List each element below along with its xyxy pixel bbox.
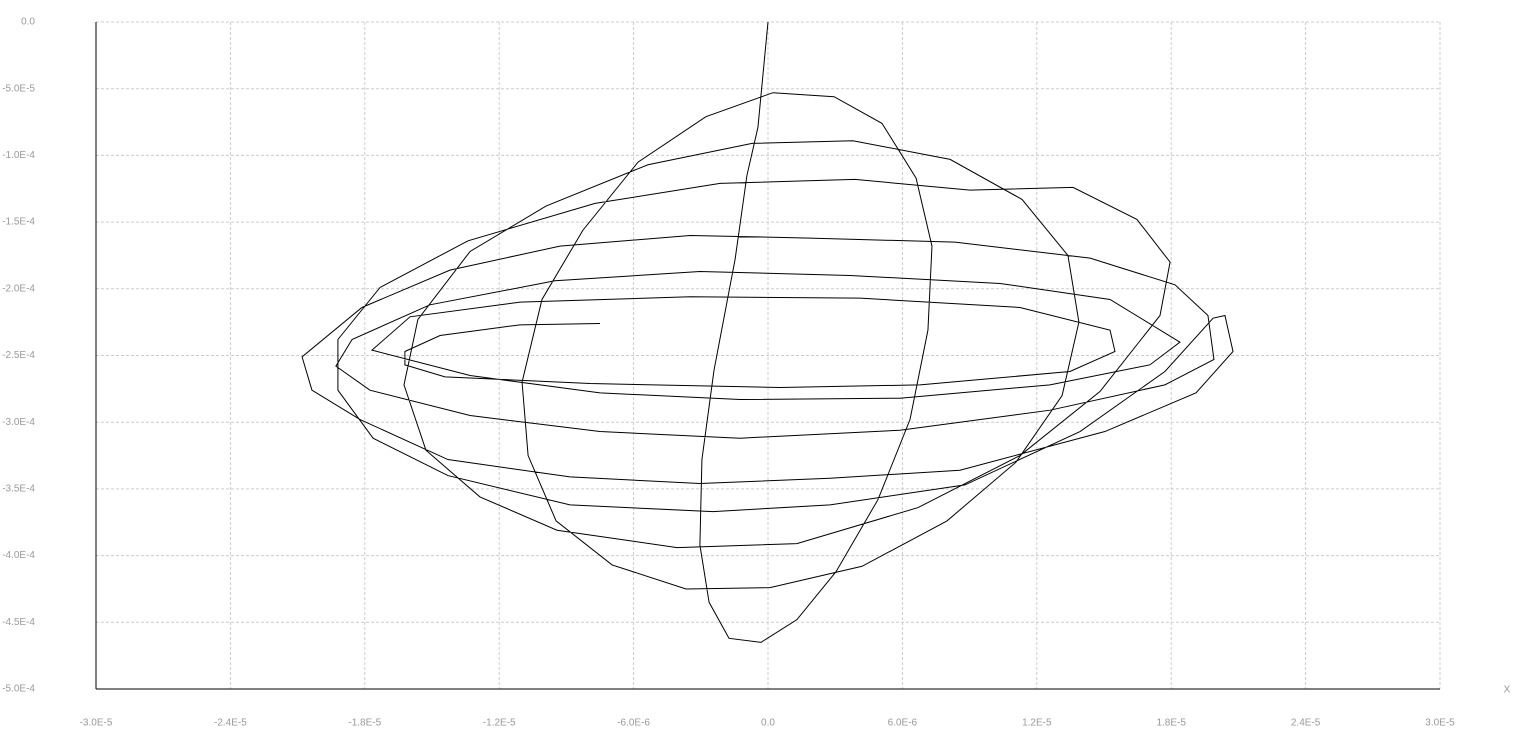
x-tick-label: 3.0E-5 <box>1425 718 1455 729</box>
y-tick-label: -3.0E-4 <box>2 417 35 428</box>
x-tick-label: -1.8E-5 <box>348 718 381 729</box>
y-tick-label: -1.5E-4 <box>2 217 35 228</box>
y-tick-label: -2.5E-4 <box>2 350 35 361</box>
y-tick-label: -5.0E-5 <box>2 83 35 94</box>
x-tick-label: -2.4E-5 <box>214 718 247 729</box>
x-tick-label: -1.2E-5 <box>483 718 516 729</box>
y-tick-label: -2.0E-4 <box>2 283 35 294</box>
x-tick-label: 1.2E-5 <box>1022 718 1052 729</box>
x-tick-label: 2.4E-5 <box>1291 718 1321 729</box>
x-tick-label: 6.0E-6 <box>888 718 918 729</box>
y-tick-label: -5.0E-4 <box>2 684 35 695</box>
y-tick-label: -3.5E-4 <box>2 484 35 495</box>
y-tick-label: 0.0 <box>21 17 35 28</box>
y-tick-label: -4.0E-4 <box>2 550 35 561</box>
x-tick-label: 1.8E-5 <box>1156 718 1186 729</box>
x-axis-label: X <box>1504 685 1511 696</box>
x-tick-label: -6.0E-6 <box>617 718 650 729</box>
x-tick-label: 0.0 <box>761 718 775 729</box>
y-tick-label: -4.5E-4 <box>2 617 35 628</box>
y-tick-label: -1.0E-4 <box>2 150 35 161</box>
x-tick-label: -3.0E-5 <box>80 718 113 729</box>
line-series <box>301 21 1234 643</box>
